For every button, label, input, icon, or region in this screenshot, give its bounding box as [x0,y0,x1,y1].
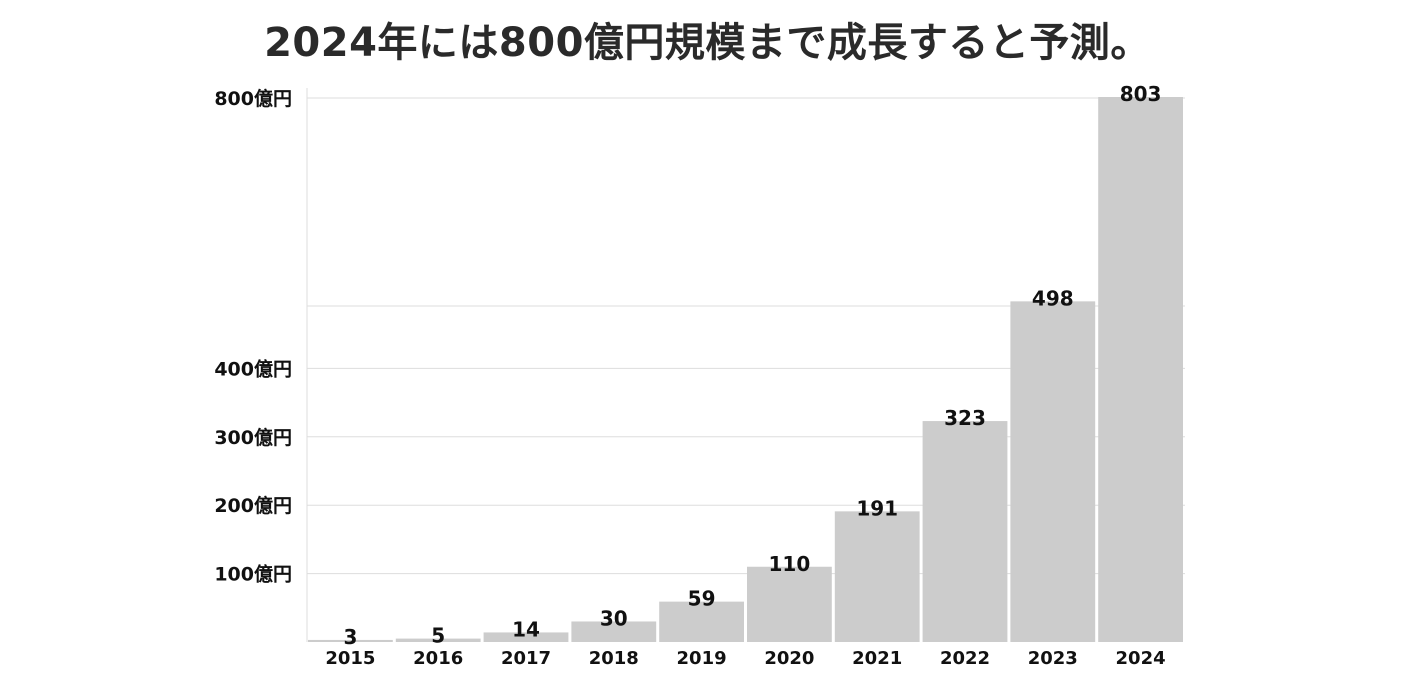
x-tick-labels: 2015 2016 2017 2018 2019 2020 2021 2022 2023 2024 [325,648,1165,669]
bar-2019 [659,601,744,642]
x-tick-label: 2023 [1028,648,1078,669]
data-label: 3 [343,625,357,649]
x-tick-label: 2021 [852,648,902,669]
x-tick-label: 2024 [1116,648,1166,669]
data-label: 110 [769,552,811,576]
bar-2023 [1010,301,1096,642]
chart-title: 2024年には800億円規模まで成長すると予測。 [264,20,1151,66]
bar-2018 [571,621,657,642]
bar-2020 [747,566,832,642]
data-labels: 3 5 14 30 59 110 191 323 498 803 [343,82,1161,649]
y-tick-labels: 100億円 200億円 300億円 400億円 800億円 [214,87,292,586]
data-label: 59 [688,587,716,611]
y-tick-label: 400億円 [214,357,292,380]
bar-2016 [395,638,481,642]
x-tick-label: 2017 [501,648,551,669]
bar-2024 [1098,97,1183,642]
data-label: 498 [1032,286,1074,310]
x-tick-label: 2022 [940,648,990,669]
x-tick-label: 2015 [325,648,375,669]
bars [308,97,1183,642]
data-label: 14 [512,617,540,641]
data-label: 323 [944,406,986,430]
y-tick-label: 300億円 [214,426,292,449]
x-tick-label: 2019 [677,648,727,669]
x-tick-label: 2018 [589,648,639,669]
data-label: 191 [856,496,898,520]
bar-2015 [308,639,393,642]
x-tick-label: 2016 [413,648,463,669]
bar-2021 [834,511,920,642]
data-label: 30 [600,606,628,630]
y-tick-label: 800億円 [214,87,292,110]
data-label: 5 [431,624,445,648]
data-label: 803 [1120,82,1162,106]
bar-2022 [922,421,1008,642]
y-tick-label: 200億円 [214,494,292,517]
x-tick-label: 2020 [764,648,814,669]
y-tick-label: 100億円 [214,563,292,586]
bar-2017 [483,632,569,642]
